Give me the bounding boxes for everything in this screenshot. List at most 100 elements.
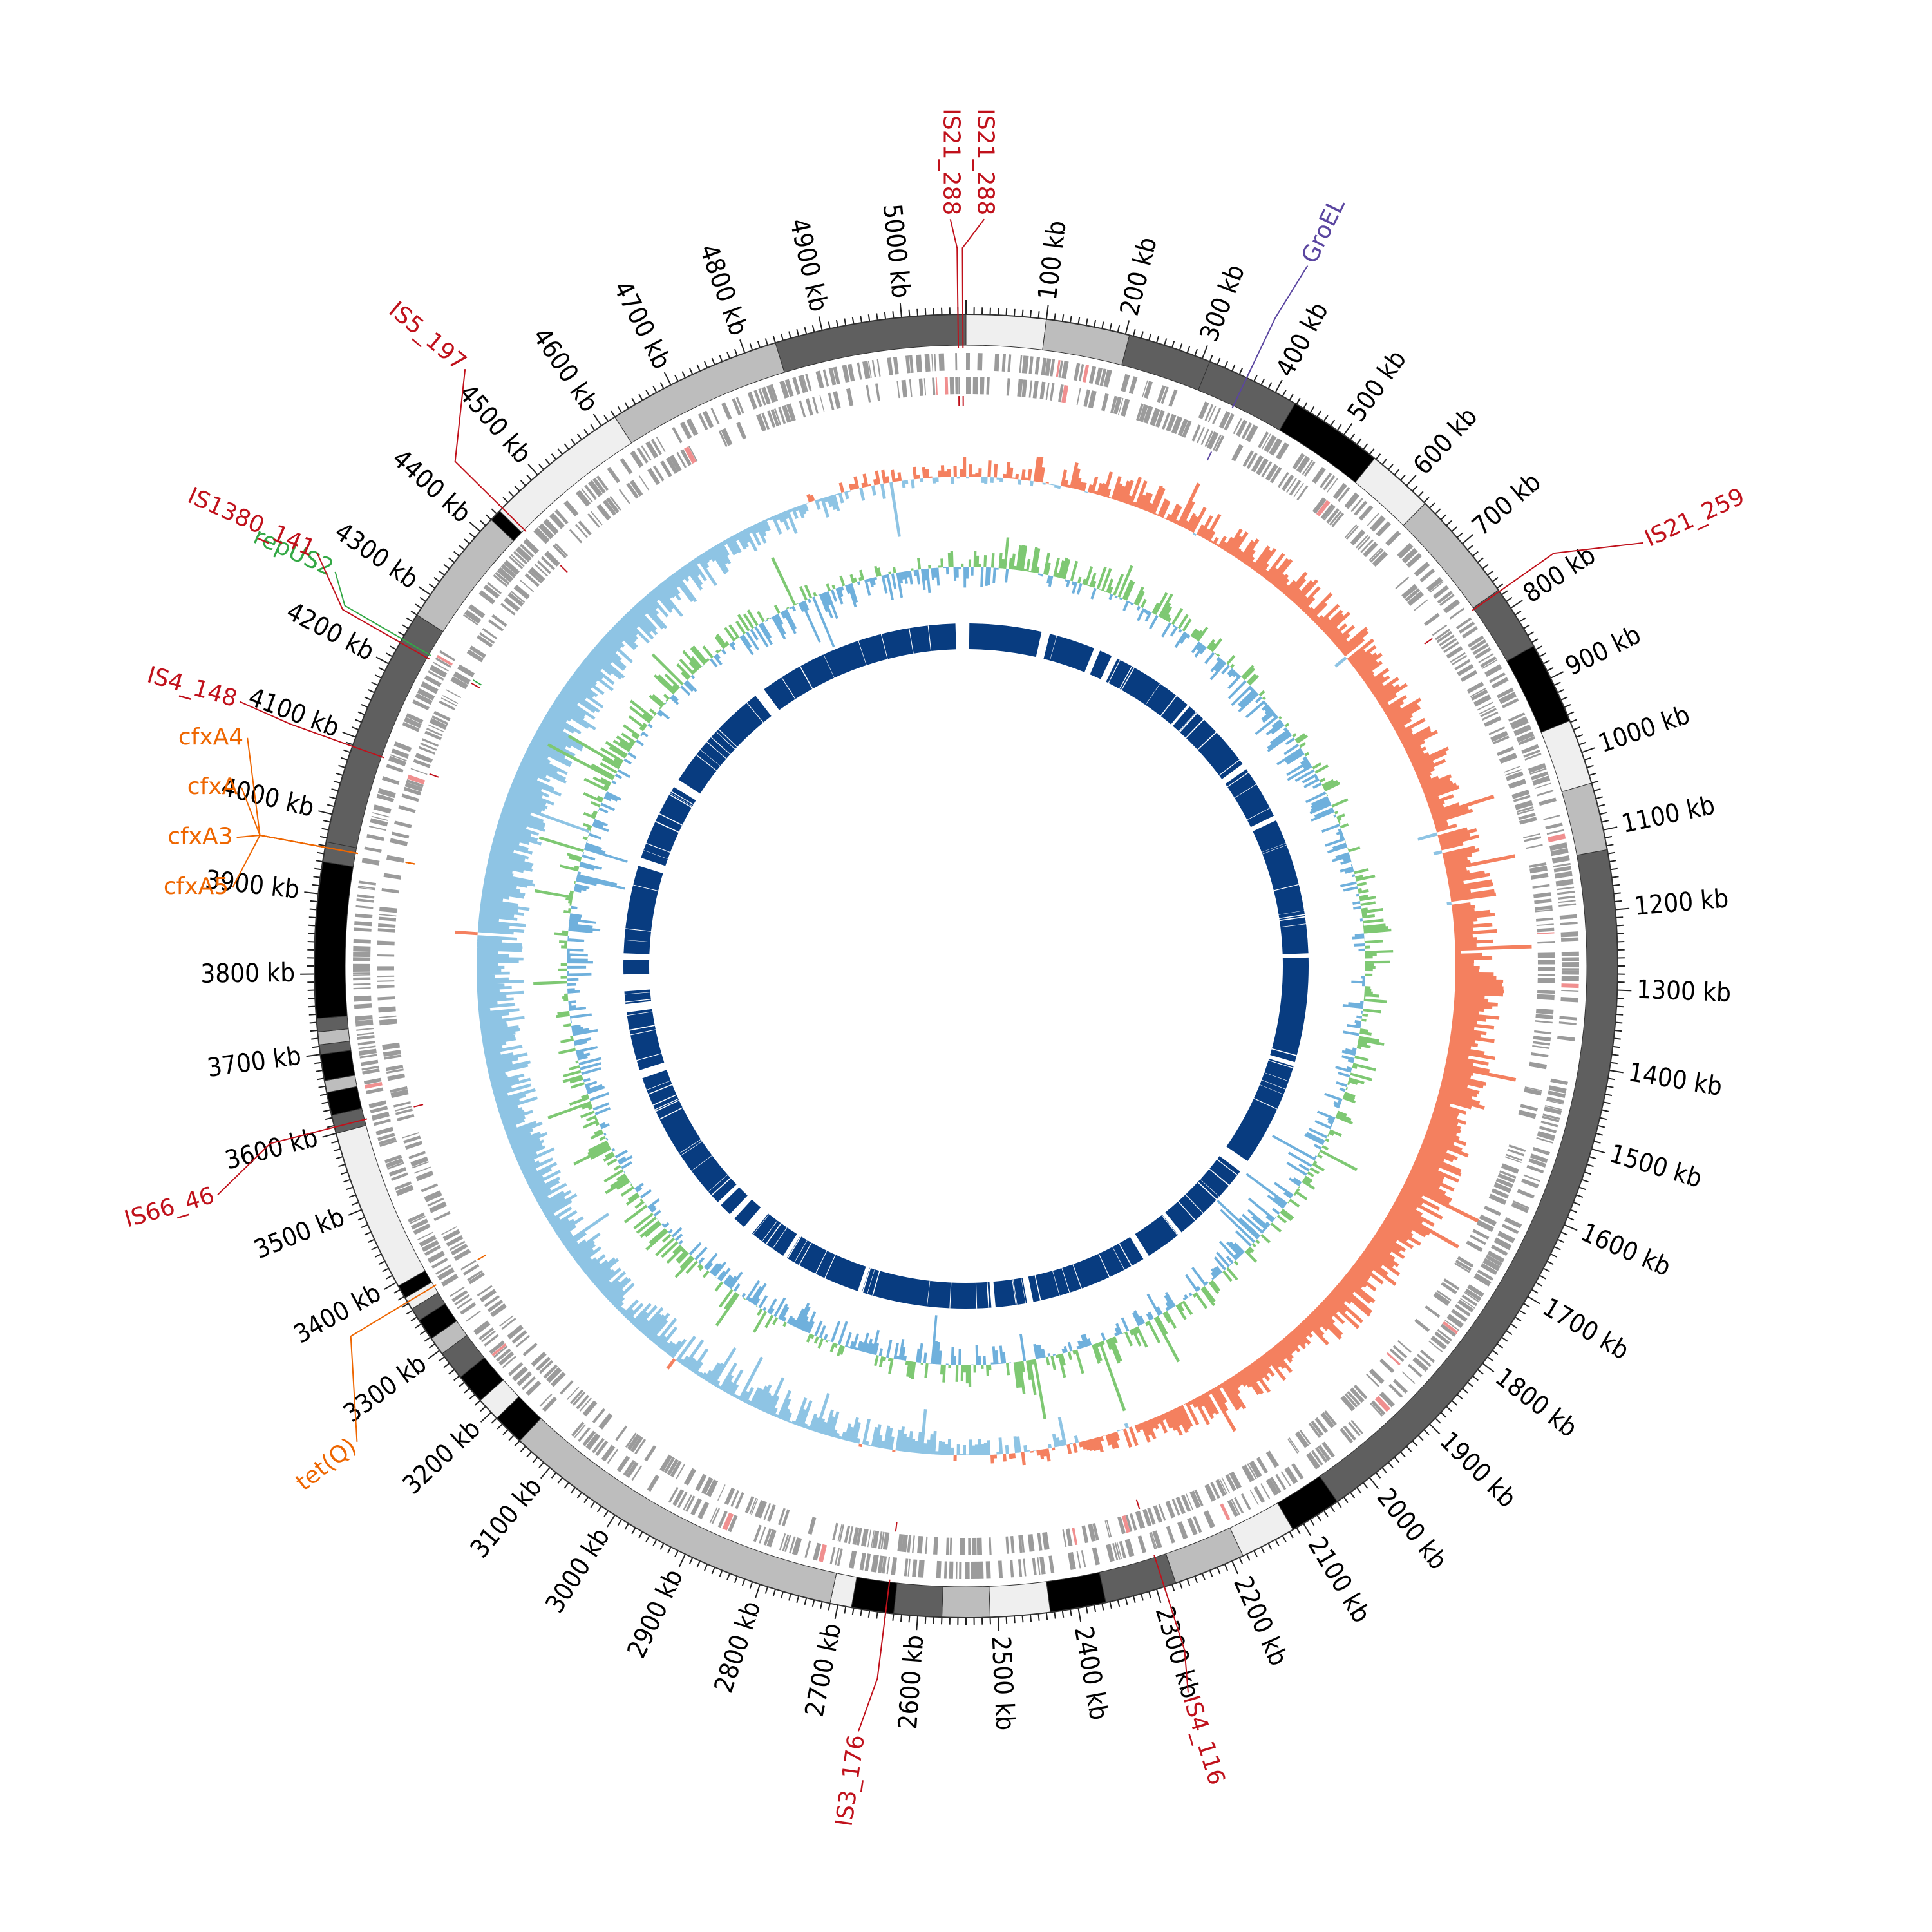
annotation-leader bbox=[961, 218, 985, 348]
annotation-marker bbox=[1424, 638, 1433, 645]
annotation-leader bbox=[247, 737, 359, 855]
annotation-cfxa3: cfxA3 bbox=[167, 823, 415, 865]
annotation-marker bbox=[1135, 1499, 1141, 1510]
annotation-leader bbox=[858, 1579, 891, 1732]
contig-segment bbox=[1165, 1527, 1244, 1584]
tick-label: 1400 kb bbox=[1626, 1057, 1724, 1102]
annotation-label: IS5_197 bbox=[384, 296, 471, 375]
annotation-label: cfxA4 bbox=[178, 724, 243, 750]
annotation-label: cfxA bbox=[187, 773, 238, 800]
gc-content-negative bbox=[566, 566, 1365, 1365]
tick-label: 300 kb bbox=[1195, 260, 1251, 345]
annotation-label: cfxA5 bbox=[164, 873, 229, 900]
tick-label: 3800 kb bbox=[200, 958, 295, 989]
annotation-leader bbox=[1231, 265, 1309, 409]
annotation-marker bbox=[405, 861, 415, 865]
tick-label: 1000 kb bbox=[1595, 700, 1694, 759]
annotation-leader bbox=[949, 219, 960, 348]
contig-segment bbox=[336, 1124, 426, 1287]
annotation-label: tet(Q) bbox=[291, 1433, 361, 1496]
tick-label: 4900 kb bbox=[784, 216, 833, 314]
annotation-label: IS21_288 bbox=[938, 108, 965, 215]
tick-label: 4700 kb bbox=[607, 276, 676, 374]
tick-marks bbox=[300, 300, 1632, 1631]
tick-label: 5000 kb bbox=[877, 203, 916, 300]
contig-segment bbox=[893, 1582, 943, 1618]
tick-label: 2300 kb bbox=[1150, 1603, 1206, 1702]
tick-label: 200 kb bbox=[1115, 234, 1163, 319]
contig-segment bbox=[989, 1581, 1051, 1618]
annotation-leader bbox=[239, 701, 384, 759]
scale-ticks bbox=[300, 300, 1632, 1631]
tick-label: 100 kb bbox=[1033, 219, 1072, 302]
annotation-marker bbox=[560, 565, 568, 573]
contig-segment bbox=[775, 314, 967, 373]
tick-label: 1900 kb bbox=[1434, 1426, 1522, 1513]
contig-segment bbox=[1042, 319, 1130, 366]
contig-segment bbox=[965, 314, 1047, 350]
annotation-label: IS21_288 bbox=[972, 108, 998, 215]
contig-segment bbox=[316, 1015, 349, 1033]
annotation-leader bbox=[454, 368, 527, 533]
annotation-marker bbox=[895, 1522, 898, 1532]
tick-label: 2500 kb bbox=[986, 1635, 1020, 1731]
tick-label: 2800 kb bbox=[709, 1598, 767, 1697]
contig-ring bbox=[314, 314, 1618, 1618]
homology-ring bbox=[623, 623, 1309, 1309]
tick-label: 3700 kb bbox=[205, 1041, 303, 1083]
tick-label: 4800 kb bbox=[694, 240, 753, 339]
tick-label: 3200 kb bbox=[397, 1414, 486, 1500]
annotation-label: IS66_46 bbox=[122, 1182, 218, 1233]
annotation-leader bbox=[316, 552, 430, 660]
annotation-is21-288: IS21_288 bbox=[961, 108, 998, 406]
annotation-leader bbox=[1472, 542, 1643, 612]
tick-label: 1100 kb bbox=[1619, 790, 1718, 839]
tick-label: 1200 kb bbox=[1633, 884, 1730, 922]
gc-skew-track bbox=[455, 456, 1532, 1466]
annotation-label: IS4_148 bbox=[144, 661, 240, 712]
cds-track bbox=[352, 353, 1580, 1580]
tick-label: 500 kb bbox=[1342, 345, 1412, 428]
annotation-label: GroEL bbox=[1296, 194, 1350, 268]
annotation-leader bbox=[350, 1284, 437, 1442]
tick-label: 2200 kb bbox=[1227, 1572, 1293, 1671]
tick-label: 2900 kb bbox=[621, 1565, 689, 1663]
tick-label: 2700 kb bbox=[800, 1621, 848, 1719]
tick-label: 800 kb bbox=[1518, 540, 1601, 609]
contig-segment bbox=[314, 861, 354, 1019]
tick-label: 1300 kb bbox=[1636, 975, 1732, 1008]
tick-label: 4300 kb bbox=[329, 516, 424, 594]
annotation-cfxa4: cfxA4 bbox=[178, 724, 415, 865]
tick-label: 4400 kb bbox=[386, 444, 477, 529]
cds-forward bbox=[352, 353, 1580, 1580]
annotation-label: IS3_176 bbox=[831, 1733, 870, 1828]
tick-label: 3100 kb bbox=[465, 1472, 548, 1564]
annotation-label: IS4_116 bbox=[1178, 1692, 1230, 1788]
contig-outline bbox=[314, 314, 1618, 1618]
contig-segment bbox=[1506, 645, 1571, 733]
annotation-leader bbox=[1153, 1555, 1189, 1693]
tick-label: 1700 kb bbox=[1537, 1293, 1634, 1366]
tick-label: 4500 kb bbox=[453, 379, 537, 469]
annotation-leader bbox=[217, 1118, 368, 1195]
annotation-marker bbox=[1206, 451, 1213, 461]
annotation-is21-288: IS21_288 bbox=[938, 108, 965, 406]
annotation-marker bbox=[472, 679, 482, 686]
tick-label: 3000 kb bbox=[540, 1522, 616, 1618]
tick-label: 1600 kb bbox=[1577, 1218, 1675, 1282]
contig-segment bbox=[941, 1586, 991, 1618]
contig-segment bbox=[1540, 720, 1592, 793]
annotation-marker bbox=[471, 682, 480, 688]
tick-label: 900 kb bbox=[1561, 620, 1645, 681]
annotation-leader bbox=[334, 571, 432, 657]
tick-label: 4100 kb bbox=[245, 682, 344, 743]
tick-label: 700 kb bbox=[1466, 467, 1546, 541]
tick-label: 3400 kb bbox=[289, 1278, 386, 1349]
gc-skew-positive bbox=[455, 456, 1532, 1466]
tick-label: 4200 kb bbox=[281, 596, 379, 667]
tick-label: 2100 kb bbox=[1302, 1532, 1376, 1628]
annotation-marker bbox=[413, 1104, 424, 1108]
tick-label: 1500 kb bbox=[1606, 1139, 1705, 1193]
tick-label: 4600 kb bbox=[527, 323, 604, 417]
